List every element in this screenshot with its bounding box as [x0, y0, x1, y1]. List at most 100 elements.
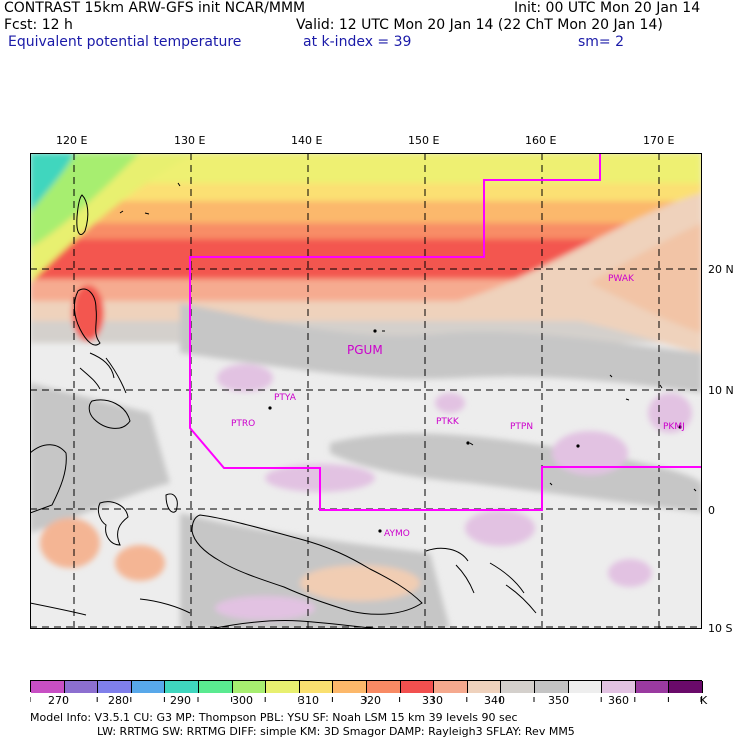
colorbar-swatch — [299, 681, 334, 693]
colorbar-swatch — [98, 681, 132, 693]
station-label-ptkk: PTKK — [436, 417, 459, 427]
station-label-pwak: PWAK — [608, 274, 634, 284]
valid-time: Valid: 12 UTC Mon 20 Jan 14 (22 ChT Mon … — [296, 17, 663, 33]
smoothing-label: sm= 2 — [578, 34, 625, 50]
coast-islets — [119, 182, 697, 492]
cbar-label-290: 290 — [170, 694, 191, 707]
lat-label-10s: 10 S — [708, 622, 733, 635]
coast-borneo — [30, 444, 67, 514]
colorbar-swatch — [400, 681, 435, 693]
station-label-aymo: AYMO — [384, 529, 410, 539]
cbar-label-340: 340 — [484, 694, 505, 707]
warm-borneo — [40, 518, 100, 568]
ridge-340 — [450, 193, 702, 353]
colorbar-swatch — [669, 681, 703, 693]
colorbar-swatch — [501, 681, 535, 693]
ridge-345 — [590, 223, 702, 333]
model-info-line1: Model Info: V3.5.1 CU: G3 MP: Thompson P… — [30, 711, 518, 724]
colorbar — [30, 680, 703, 693]
coast-timor — [30, 598, 191, 616]
lav-1 — [217, 364, 273, 392]
station-dot — [466, 441, 470, 445]
gray-west — [30, 383, 170, 533]
lon-label-160: 160 E — [525, 134, 557, 147]
coast-mindanao — [88, 399, 131, 429]
lat-label-10n: 10 N — [708, 384, 734, 397]
theta-e-map — [30, 153, 702, 629]
lon-label-140: 140 E — [291, 134, 323, 147]
model-info-line2: LW: RRTMG SW: RRTMG DIFF: simple KM: 3D … — [97, 725, 575, 738]
band-325 — [30, 223, 702, 239]
lat-label-0: 0 — [708, 504, 715, 517]
region-boundary — [189, 153, 702, 511]
lon-label-150: 150 E — [408, 134, 440, 147]
station-label-pgum: PGUM — [347, 343, 383, 357]
cbar-label-270: 270 — [48, 694, 69, 707]
coast-luzon — [73, 288, 101, 346]
lav-3 — [465, 510, 535, 546]
station-label-pkmj: PKMJ — [663, 422, 685, 432]
coast-visayas — [79, 352, 127, 394]
lav-4 — [552, 431, 628, 475]
coast-newbritain — [425, 547, 475, 594]
coast-sulawesi — [97, 501, 129, 546]
cbar-label-320: 320 — [360, 694, 381, 707]
lav-7 — [608, 559, 652, 587]
coast-halmahera — [165, 493, 178, 513]
colorbar-swatch — [165, 681, 199, 693]
colorbar-swatch — [568, 681, 603, 693]
band-310 — [30, 183, 702, 201]
colorbar-swatch — [635, 681, 670, 693]
colorbar-swatch — [367, 681, 401, 693]
cbar-label-300: 300 — [232, 694, 253, 707]
lav-6 — [215, 596, 315, 620]
station-dot — [378, 529, 382, 533]
station-dot — [268, 406, 272, 410]
lav-8 — [435, 393, 465, 413]
colorbar-swatch — [232, 681, 267, 693]
cbar-label-280: 280 — [108, 694, 129, 707]
warm-sulawesi — [115, 545, 165, 581]
station-dot — [373, 329, 377, 333]
field-name: Equivalent potential temperature — [8, 34, 242, 50]
gray-band-2 — [330, 433, 702, 513]
cbar-label-330: 330 — [422, 694, 443, 707]
colorbar-swatch — [31, 681, 65, 693]
cbar-unit: K — [700, 694, 708, 707]
station-dot — [576, 444, 580, 448]
station-label-ptya: PTYA — [274, 393, 296, 403]
colorbar-swatch — [535, 681, 569, 693]
coast-taiwan — [76, 194, 89, 235]
station-dot — [678, 425, 682, 429]
coast-solomons — [489, 562, 537, 614]
colorbar-swatch — [434, 681, 468, 693]
colorbar-swatch — [266, 681, 300, 693]
coastlines — [30, 182, 697, 629]
lon-label-170: 170 E — [643, 134, 675, 147]
gray-band-1 — [180, 303, 702, 393]
map-frame — [30, 153, 702, 629]
model-title: CONTRAST 15km ARW-GFS init NCAR/MMM — [4, 0, 306, 16]
forecast-hour: Fcst: 12 h — [4, 17, 73, 33]
lat-label-20n: 20 N — [708, 263, 734, 276]
cbar-label-360: 360 — [608, 694, 629, 707]
colorbar-swatch — [64, 681, 99, 693]
cbar-label-350: 350 — [548, 694, 569, 707]
lon-label-130: 130 E — [174, 134, 206, 147]
band-320 — [30, 201, 702, 223]
colorbar-swatch — [199, 681, 233, 693]
colorbar-ticks — [29, 692, 702, 702]
colorbar-swatch — [333, 681, 367, 693]
warm-newguinea — [300, 565, 420, 601]
coast-newguinea — [191, 514, 423, 615]
colorbar-swatch — [467, 681, 502, 693]
colorbar-swatch — [131, 681, 166, 693]
cold-280 — [30, 153, 75, 213]
lon-label-120: 120 E — [56, 134, 88, 147]
station-markers — [268, 329, 682, 533]
cbar-label-310: 310 — [298, 694, 319, 707]
cold-290 — [30, 153, 140, 248]
init-time: Init: 00 UTC Mon 20 Jan 14 — [514, 0, 701, 16]
kindex-label: at k-index = 39 — [303, 34, 412, 50]
colorbar-swatch — [602, 681, 636, 693]
